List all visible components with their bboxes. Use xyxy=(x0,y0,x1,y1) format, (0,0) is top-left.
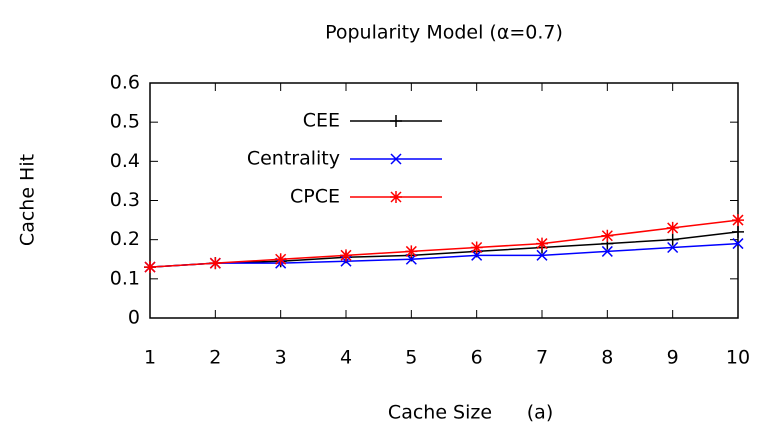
legend-label: Centrality xyxy=(247,148,340,170)
y-tick-label: 0.1 xyxy=(110,267,140,289)
y-tick-label: 0 xyxy=(128,307,140,329)
x-tick-label: 10 xyxy=(726,347,750,369)
plot-frame xyxy=(149,82,739,319)
y-tick-label: 0.2 xyxy=(110,228,140,250)
x-tick-label: 1 xyxy=(144,347,156,369)
legend-label: CEE xyxy=(303,110,340,132)
point-marker xyxy=(340,249,352,262)
x-tick-label: 8 xyxy=(601,347,613,369)
point-marker xyxy=(732,238,744,250)
point-marker xyxy=(144,261,156,274)
x-tick-label: 7 xyxy=(536,347,548,369)
point-marker xyxy=(209,257,222,270)
legend-marker xyxy=(390,115,402,127)
y-tick-label: 0.3 xyxy=(110,189,140,211)
x-axis-label: Cache Size xyxy=(388,402,492,424)
point-marker xyxy=(601,245,613,257)
legend-label: CPCE xyxy=(290,186,340,208)
series-line xyxy=(149,219,739,268)
point-marker xyxy=(667,241,679,254)
point-marker xyxy=(536,249,548,261)
legend-marker xyxy=(390,191,402,203)
y-axis-label: Cache Hit xyxy=(17,154,39,246)
point-marker xyxy=(732,225,744,238)
chart-title: Popularity Model (α=0.7) xyxy=(325,22,563,44)
point-marker xyxy=(601,229,614,242)
y-tick-label: 0.5 xyxy=(110,111,140,133)
x-tick-label: 9 xyxy=(667,347,679,369)
point-marker xyxy=(666,221,679,234)
point-marker xyxy=(405,253,417,265)
legend-marker xyxy=(390,153,402,165)
point-marker xyxy=(732,214,744,227)
point-marker xyxy=(274,253,287,266)
y-tick-label: 0.6 xyxy=(110,72,140,94)
y-tick-label: 0.4 xyxy=(110,150,140,172)
point-marker xyxy=(470,241,483,254)
x-tick-label: 3 xyxy=(275,347,287,369)
x-tick-label: 5 xyxy=(405,347,417,369)
point-marker xyxy=(666,233,679,246)
point-marker xyxy=(536,237,548,250)
x-tick-label: 2 xyxy=(209,347,221,369)
point-marker xyxy=(471,249,483,261)
series-line xyxy=(149,231,739,268)
x-tick-label: 4 xyxy=(340,347,352,369)
point-marker xyxy=(405,245,418,258)
series-line xyxy=(149,242,739,268)
x-tick-label: 6 xyxy=(471,347,483,369)
annotation: (a) xyxy=(527,402,553,424)
